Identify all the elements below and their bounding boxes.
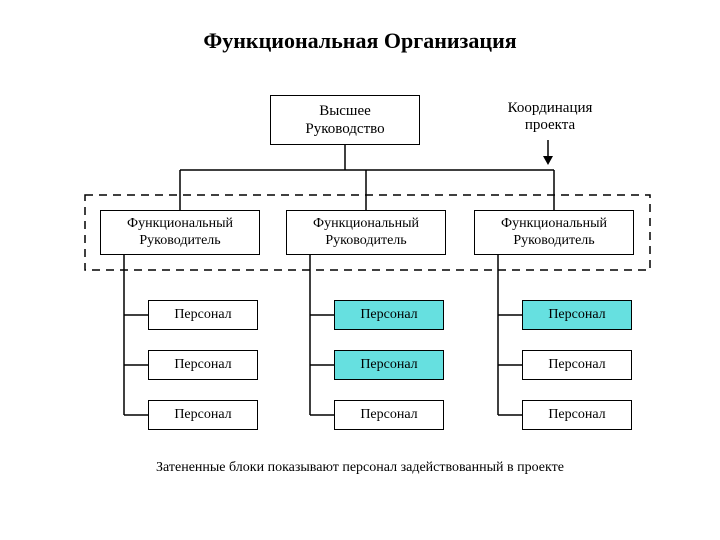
connector-layer [0, 0, 720, 540]
staff-box-2-1: Персонал [522, 350, 632, 380]
staff-box-0-1: Персонал [148, 350, 258, 380]
staff-box-1-2: Персонал [334, 400, 444, 430]
coordination-label: Координация проекта [480, 100, 620, 134]
staff-box-1-0: Персонал [334, 300, 444, 330]
footnote: Затененные блоки показывают персонал зад… [0, 460, 720, 476]
staff-box-0-0: Персонал [148, 300, 258, 330]
staff-box-0-2: Персонал [148, 400, 258, 430]
staff-box-2-2: Персонал [522, 400, 632, 430]
staff-box-1-1: Персонал [334, 350, 444, 380]
functional-manager-box-1: Функциональный Руководитель [286, 210, 446, 255]
functional-manager-box-0: Функциональный Руководитель [100, 210, 260, 255]
top-management-box: Высшее Руководство [270, 95, 420, 145]
staff-box-2-0: Персонал [522, 300, 632, 330]
functional-manager-box-2: Функциональный Руководитель [474, 210, 634, 255]
